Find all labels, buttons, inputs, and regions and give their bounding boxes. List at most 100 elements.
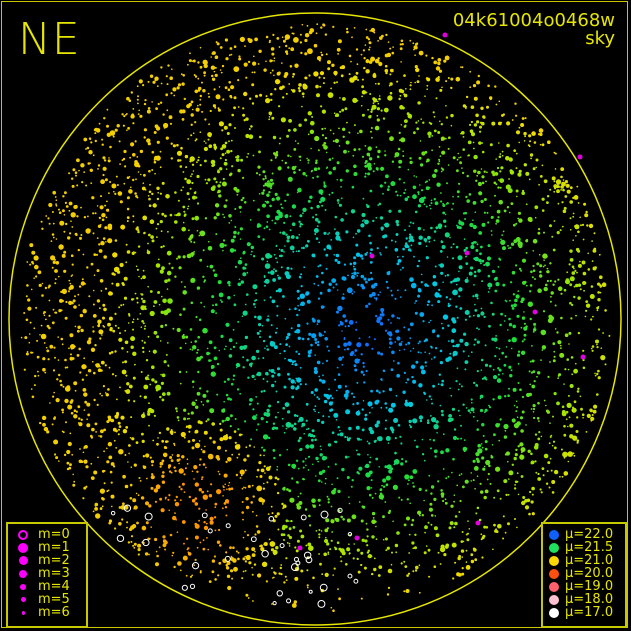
star-mark <box>528 512 531 516</box>
star-mark <box>451 471 453 474</box>
star-mark <box>352 403 355 406</box>
star-mark <box>297 297 300 300</box>
star-mark <box>352 265 355 268</box>
star-mark <box>543 286 548 292</box>
star-mark <box>316 396 319 399</box>
star-mark <box>118 522 122 526</box>
star-mark <box>313 367 318 371</box>
star-mark <box>284 575 287 578</box>
star-mark <box>352 97 358 103</box>
star-mark <box>474 270 477 274</box>
star-mark <box>321 469 326 473</box>
star-mark <box>196 229 199 232</box>
star-mark <box>407 479 410 482</box>
star-mark <box>480 369 483 371</box>
star-mark <box>348 552 351 555</box>
star-mark <box>137 113 140 115</box>
star-mark <box>592 409 597 414</box>
star-mark <box>225 393 229 397</box>
star-mark <box>386 593 390 596</box>
star-mark <box>369 253 375 259</box>
star-mark <box>218 292 224 298</box>
star-mark <box>418 50 424 56</box>
star-mark <box>378 61 383 67</box>
star-mark <box>414 81 417 84</box>
star-mark <box>127 444 131 447</box>
star-mark <box>571 265 575 269</box>
star-mark <box>195 399 198 402</box>
star-mark <box>234 127 236 129</box>
star-mark <box>271 182 275 185</box>
star-mark <box>561 405 565 409</box>
star-mark <box>401 458 404 461</box>
star-mark <box>518 267 522 271</box>
star-mark <box>133 400 136 403</box>
star-mark <box>345 409 351 415</box>
star-mark <box>468 528 471 530</box>
star-mark <box>82 497 85 500</box>
star-mark <box>398 209 402 213</box>
star-mark <box>429 207 432 210</box>
star-mark <box>56 378 59 381</box>
star-mark <box>421 189 424 192</box>
star-mark <box>88 150 93 155</box>
star-mark <box>387 41 390 43</box>
star-mark <box>288 545 291 547</box>
star-mark <box>107 388 110 391</box>
star-mark <box>153 488 159 493</box>
star-mark <box>361 90 367 95</box>
star-mark <box>406 574 409 577</box>
star-mark <box>201 512 208 519</box>
star-mark <box>377 204 380 207</box>
star-mark <box>426 180 428 183</box>
star-mark <box>430 447 432 450</box>
star-mark <box>515 114 518 117</box>
star-mark <box>430 485 435 489</box>
star-mark <box>148 504 152 508</box>
star-mark <box>92 232 95 235</box>
star-mark <box>351 272 354 275</box>
star-mark <box>251 71 254 74</box>
star-mark <box>320 530 323 532</box>
star-mark <box>280 249 284 252</box>
star-mark <box>311 438 314 442</box>
star-mark <box>214 148 217 151</box>
star-mark <box>162 539 167 543</box>
star-mark <box>315 530 318 532</box>
star-mark <box>311 115 314 118</box>
star-mark <box>476 428 480 431</box>
star-mark <box>107 238 113 244</box>
star-mark <box>323 330 326 333</box>
star-mark <box>477 269 481 273</box>
star-mark <box>319 583 328 592</box>
star-mark <box>439 563 442 565</box>
star-mark <box>535 166 537 169</box>
star-mark <box>550 469 553 472</box>
star-mark <box>335 518 340 522</box>
star-mark <box>462 485 465 489</box>
star-mark <box>448 136 451 139</box>
star-mark <box>265 253 271 259</box>
star-mark <box>352 236 355 239</box>
star-mark <box>403 74 406 77</box>
star-mark <box>185 574 188 577</box>
star-mark <box>313 394 316 396</box>
star-mark <box>318 241 321 244</box>
star-mark <box>125 243 128 246</box>
star-mark <box>376 107 380 111</box>
star-mark <box>480 199 484 204</box>
star-mark <box>375 457 379 461</box>
star-mark <box>319 562 322 566</box>
star-mark <box>55 261 60 265</box>
star-mark <box>308 589 313 594</box>
star-mark <box>280 533 284 537</box>
star-mark <box>316 93 320 98</box>
star-mark <box>30 288 33 291</box>
star-mark <box>40 324 43 327</box>
star-mark <box>592 266 597 271</box>
star-mark <box>71 177 74 180</box>
star-mark <box>228 81 231 84</box>
star-mark <box>313 167 318 171</box>
star-mark <box>289 245 295 251</box>
